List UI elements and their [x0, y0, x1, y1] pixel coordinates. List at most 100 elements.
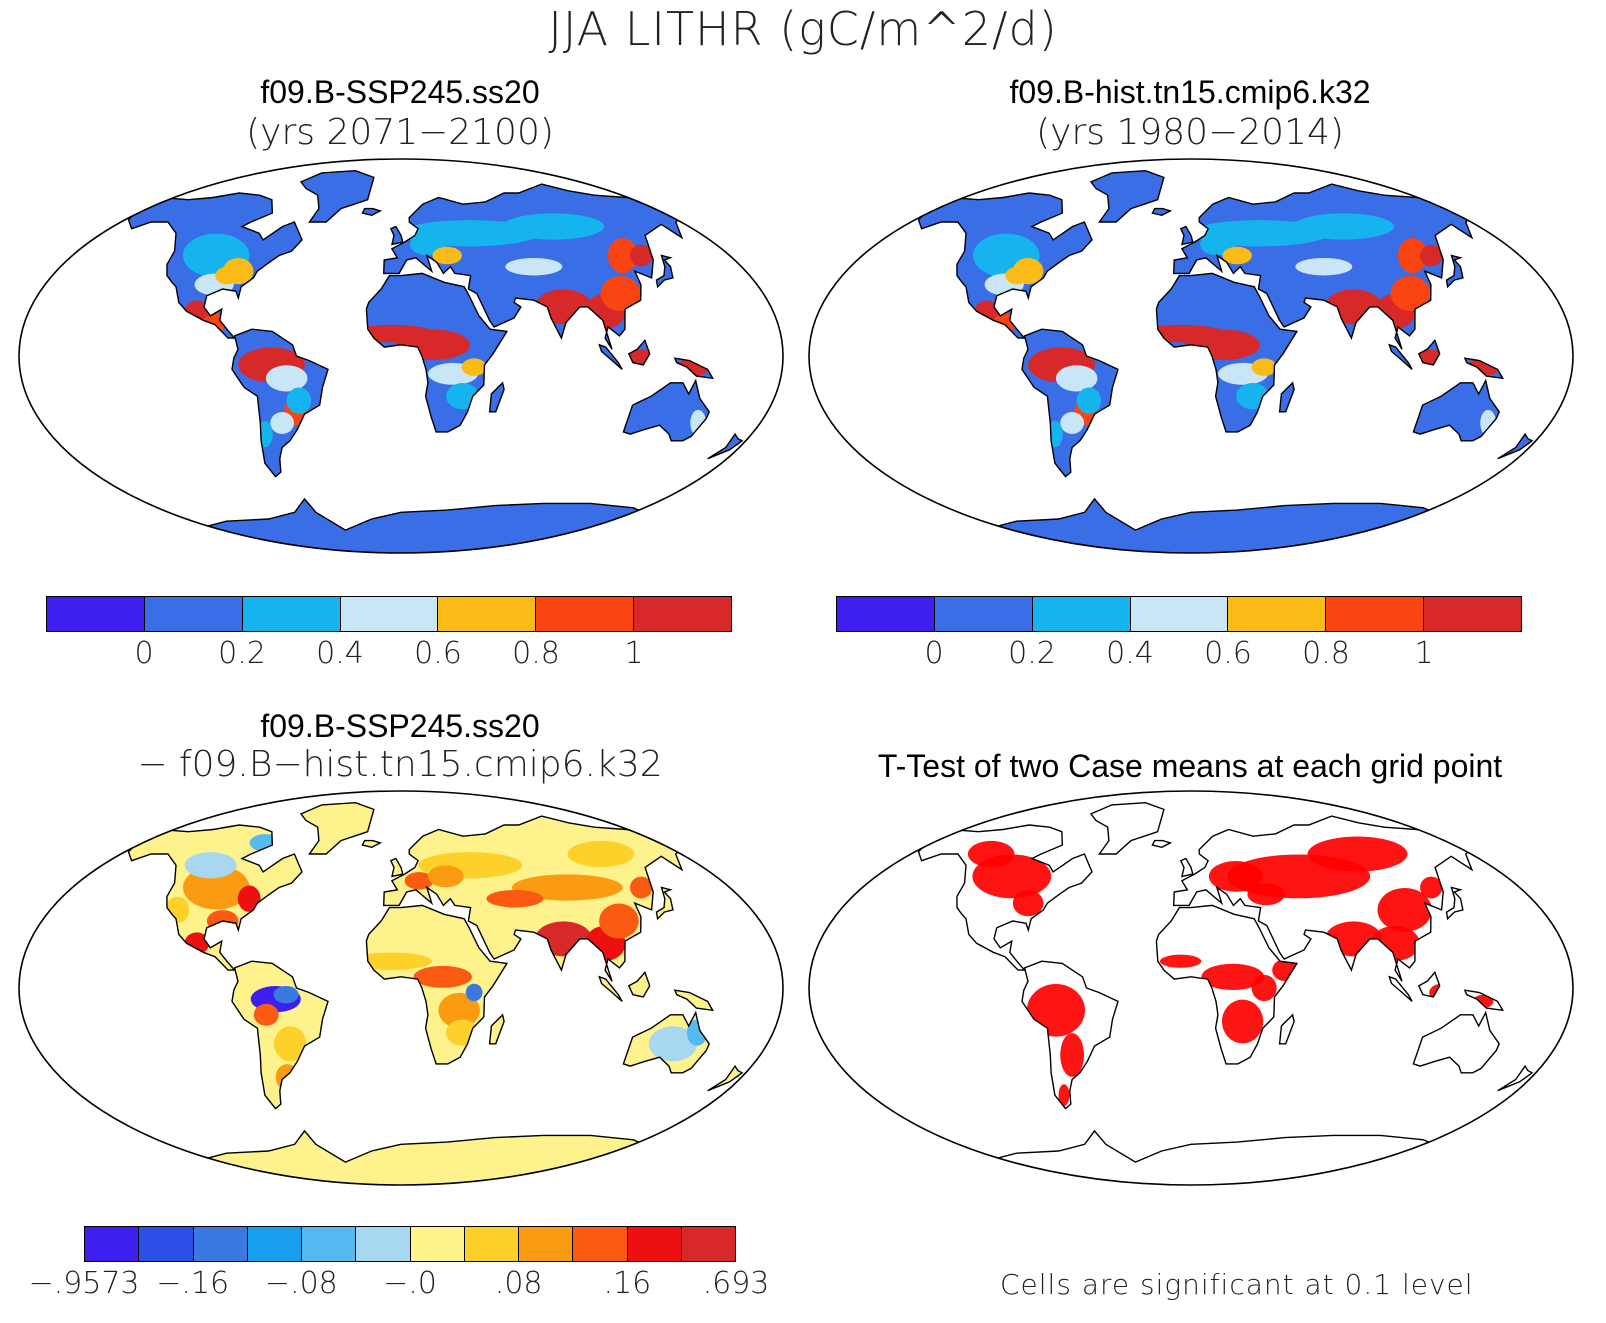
- colorbar-box: [1424, 597, 1522, 631]
- land-madagascar: [1279, 1014, 1295, 1044]
- land-australia: [1413, 1012, 1500, 1073]
- land-nz: [707, 434, 743, 459]
- value-region: [1397, 238, 1428, 274]
- coastline-africa: [1155, 904, 1299, 1065]
- value-region: [461, 358, 487, 376]
- coastline-nz: [707, 432, 744, 460]
- significant-region: [1420, 876, 1443, 899]
- value-region: [273, 985, 299, 1004]
- colorbar-box: [47, 597, 145, 631]
- value-region: [505, 257, 563, 276]
- ttest-map: [808, 790, 1574, 1186]
- colorbar-box: [681, 1227, 735, 1261]
- land-nz: [1497, 434, 1533, 459]
- coastline-namerica: [127, 192, 303, 339]
- value-region: [1251, 358, 1277, 376]
- ttest-title: T-Test of two Case means at each grid po…: [877, 748, 1503, 784]
- control-years: (yrs 1980−2014): [1036, 112, 1344, 153]
- coastline-nz: [707, 1064, 744, 1092]
- coastline-africa: [1155, 272, 1299, 433]
- colorbar-box: [340, 597, 439, 631]
- land-britain: [390, 226, 403, 245]
- case-colorbar: 0 0.2 0.4 0.6 0.8 1: [46, 596, 732, 686]
- land-britain: [1180, 226, 1193, 245]
- coastline-sumatra: [1388, 975, 1413, 1002]
- diff-title: f09.B-SSP245.ss20: [260, 708, 540, 744]
- colorbar-box: [356, 1227, 411, 1261]
- colorbar-box: [242, 597, 341, 631]
- colorbar-box: [1130, 597, 1229, 631]
- coastline-namerica: [127, 824, 303, 971]
- coastline-iceland: [1151, 207, 1173, 217]
- coastline-sumatra: [598, 343, 623, 370]
- colorbar-box: [1228, 597, 1327, 631]
- coastline-greenland: [299, 169, 375, 223]
- value-region: [265, 365, 308, 392]
- value-region: [511, 874, 623, 901]
- value-region: [1295, 257, 1353, 276]
- difference-colorbar: −.9573 −.16 −.08 −.0 .08 .16 .693: [28, 1226, 769, 1316]
- value-region: [404, 872, 434, 890]
- case-title: f09.B-SSP245.ss20: [260, 74, 540, 110]
- value-region: [253, 1003, 279, 1026]
- case-map: [18, 158, 784, 554]
- colorbar-box: [247, 1227, 302, 1261]
- value-region: [630, 244, 653, 267]
- coastline-australia: [622, 378, 710, 442]
- significant-region: [1251, 974, 1277, 1002]
- colorbar-tick-label: 0.2: [218, 636, 266, 671]
- colorbar-box: [1032, 597, 1131, 631]
- significant-region: [1208, 861, 1263, 892]
- coastline-samerica: [1021, 960, 1119, 1110]
- land-madagascar: [489, 382, 505, 412]
- significant-region: [1377, 887, 1432, 932]
- significance-note: Cells are significant at 0.1 level: [1000, 1268, 1474, 1301]
- land-britain: [1180, 858, 1193, 877]
- coastline-africa: [365, 272, 509, 433]
- coastline-namerica: [917, 824, 1093, 971]
- coastline-eurasia: [1172, 815, 1479, 982]
- value-region: [270, 412, 295, 434]
- colorbar-tick-label: .08: [494, 1266, 543, 1301]
- coastline-eurasia: [382, 183, 689, 350]
- coastline-borneo: [627, 971, 651, 998]
- land-borneo: [628, 972, 650, 997]
- case-years: (yrs 2071−2100): [246, 112, 554, 153]
- diff-subtitle: − f09.B−hist.tn15.cmip6.k32: [137, 744, 663, 785]
- coastline-africa: [365, 904, 509, 1065]
- coastline-iceland: [1151, 839, 1173, 849]
- coastline-nz: [1497, 1064, 1534, 1092]
- colorbar-tick-label: −.0: [383, 1266, 437, 1301]
- map-border: [18, 790, 784, 1186]
- colorbar-box: [1326, 597, 1425, 631]
- colorbar-tick-label: 0: [134, 636, 154, 671]
- colorbar-boxes: [46, 596, 732, 632]
- coastline-australia: [1412, 1010, 1500, 1074]
- colorbar-tick-label: 0.6: [1204, 636, 1252, 671]
- value-region: [1060, 412, 1085, 434]
- coastline-madagascar: [1278, 1013, 1295, 1045]
- coastline-iceland: [361, 839, 383, 849]
- coastline-madagascar: [1278, 381, 1295, 413]
- colorbar-box: [934, 597, 1033, 631]
- colorbar-box: [464, 1227, 519, 1261]
- value-region: [567, 840, 635, 868]
- coastline-sumatra: [598, 975, 623, 1002]
- colorbar-box: [438, 597, 537, 631]
- land-sumatra: [599, 344, 623, 370]
- control-map: [808, 158, 1574, 554]
- significant-region: [1247, 883, 1285, 906]
- value-region: [648, 1026, 698, 1062]
- land-nz: [1497, 1066, 1533, 1091]
- value-region: [427, 865, 464, 888]
- colorbar-box: [519, 1227, 574, 1261]
- colorbar-box: [85, 1227, 140, 1261]
- land-sumatra: [1389, 344, 1413, 370]
- colorbar-box: [634, 597, 732, 631]
- control-colorbar: 0 0.2 0.4 0.6 0.8 1: [836, 596, 1522, 686]
- coastline-samerica: [231, 328, 329, 478]
- significant-region: [967, 840, 1015, 868]
- coastline-japan: [655, 886, 674, 921]
- land-britain: [390, 858, 403, 877]
- figure-title: JJA LITHR (gC/m^2/d): [548, 2, 1058, 56]
